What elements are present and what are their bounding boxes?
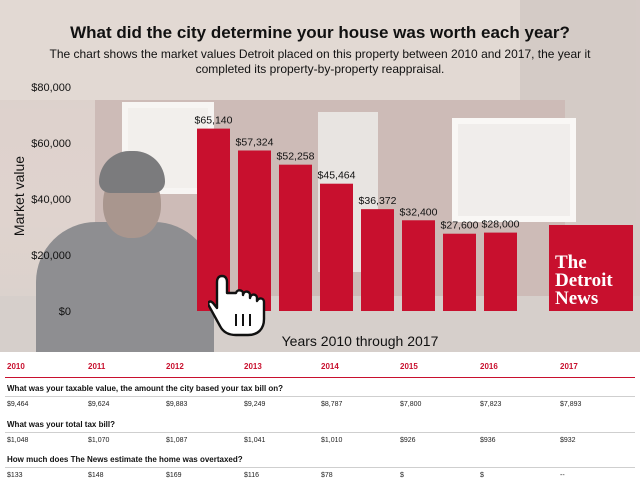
table-year-header-cell: 2011 [88,362,106,371]
table-cell: $169 [166,472,182,479]
table-cell: $7,800 [400,401,422,408]
table-cell: $1,070 [88,437,110,444]
y-tick-label: $40,000 [31,194,71,206]
table-year-header-cell: 2016 [480,362,498,371]
table-year-header: 2010 2011 2012 2013 2014 2015 2016 2017 [0,362,640,376]
y-tick-label: $60,000 [31,138,71,150]
bar-value-label: $52,258 [277,151,315,163]
table-cell: $936 [480,437,496,444]
tax-table: 2010 2011 2012 2013 2014 2015 2016 2017 What wa… [0,352,640,480]
x-axis-label: Years 2010 through 2017 [281,333,439,349]
logo-line-3: News [555,288,599,309]
table-row-divider [5,432,635,433]
table-question: What was your taxable value, the amount … [7,384,284,393]
table-cell: $9,464 [7,401,29,408]
table-header-rule [5,377,635,378]
bar-value-label: $28,000 [482,219,520,231]
chart-subtitle: The chart shows the market values Detroi… [49,47,591,76]
bar-2016[interactable] [443,233,476,311]
table-cell: $9,249 [244,401,266,408]
table-cell: $9,624 [88,401,110,408]
table-question: What was your total tax bill? [7,420,116,429]
table-row-divider [5,396,635,397]
bar-2011[interactable] [238,150,271,311]
table-cell: $ [480,472,484,479]
bar-2014[interactable] [361,209,394,311]
table-cell: $1,087 [166,437,188,444]
table-year-header-cell: 2010 [7,362,25,371]
table-cell: $9,883 [166,401,188,408]
background-photo-window [452,118,576,222]
chart-title: What did the city determine your house w… [70,23,570,42]
bar-value-label: $36,372 [359,195,397,207]
table-cell: $1,010 [321,437,343,444]
table-cell: $932 [560,437,576,444]
hand-pointer-icon[interactable] [208,272,272,340]
table-cell: $926 [400,437,416,444]
bar-value-label: $27,600 [441,220,479,232]
logo-line-1: The [555,252,587,273]
table-year-header-cell: 2013 [244,362,262,371]
y-tick-label: $80,000 [31,82,71,94]
table-cell: $78 [321,472,333,479]
table-cell: $116 [244,472,260,479]
table-year-header-cell: 2017 [560,362,578,371]
chart-panel: What did the city determine your house w… [0,0,640,352]
background-photo-person-body [36,222,214,352]
detroit-news-logo: The Detroit News [549,225,633,311]
table-cell: $ [400,472,404,479]
table-cell: $148 [88,472,104,479]
table-cell: -- [560,472,565,479]
table-row-divider [5,467,635,468]
bar-2017[interactable] [484,232,517,311]
table-cell: $1,048 [7,437,29,444]
background-photo-person-hat [99,151,165,193]
table-year-header-cell: 2014 [321,362,339,371]
bar-value-label: $45,464 [318,170,356,182]
table-cell: $1,041 [244,437,266,444]
table-cell: $133 [7,472,23,479]
table-question: How much does The News estimate the home… [7,455,243,464]
bar-value-label: $65,140 [195,115,233,127]
table-cell: $7,823 [480,401,502,408]
table-cell: $7,893 [560,401,582,408]
bar-value-label: $57,324 [236,136,274,148]
table-year-header-cell: 2015 [400,362,418,371]
y-tick-label: $0 [59,306,71,318]
y-tick-label: $20,000 [31,250,71,262]
bar-2013[interactable] [320,183,353,311]
bar-chart: $0 $20,000 $40,000 $60,000 $80,000 $65,140$57… [31,82,520,318]
bar-value-label: $32,400 [400,206,438,218]
bar-2015[interactable] [402,220,435,311]
logo-line-2: Detroit [555,270,613,291]
bar-2012[interactable] [279,164,312,311]
table-year-header-cell: 2012 [166,362,184,371]
table-cell: $8,787 [321,401,343,408]
